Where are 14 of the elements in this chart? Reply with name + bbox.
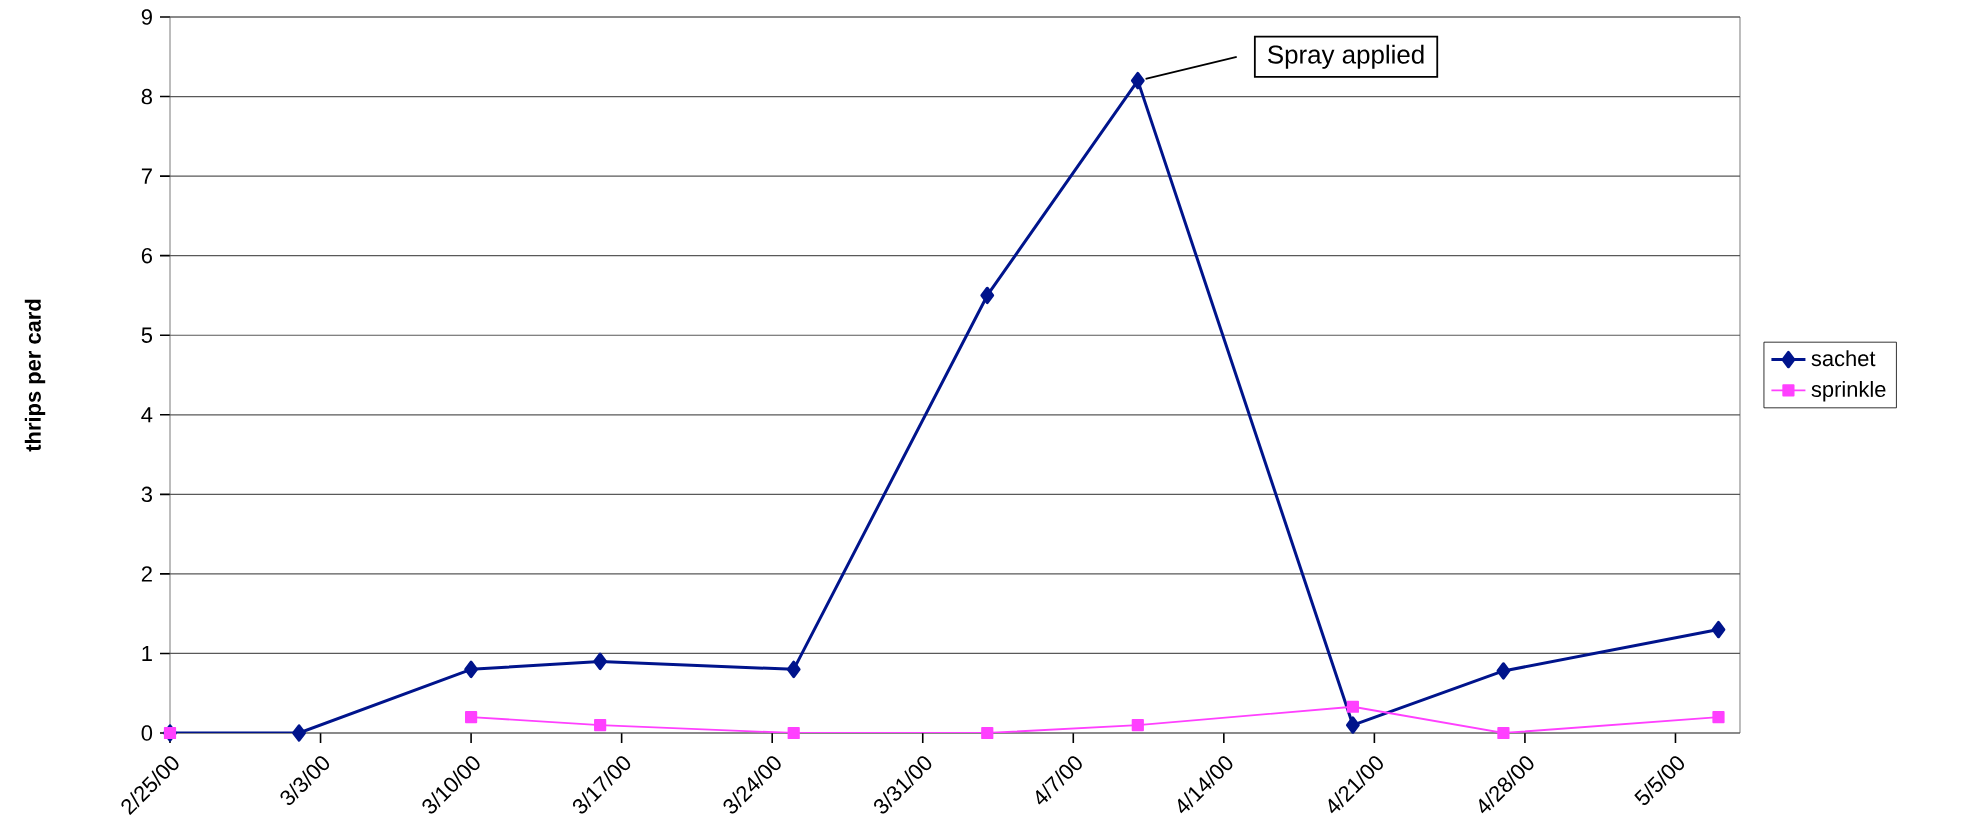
y-tick-label: 9 bbox=[141, 9, 152, 25]
y-tick-label: 2 bbox=[141, 566, 152, 582]
y-axis-title: thrips per card bbox=[24, 299, 46, 452]
y-tick-label: 4 bbox=[141, 407, 153, 423]
y-tick-label: 8 bbox=[141, 88, 152, 105]
y-tick-label: 3 bbox=[141, 486, 152, 502]
legend-label: sachet bbox=[1811, 349, 1876, 367]
y-tick-label: 6 bbox=[141, 247, 152, 264]
y-tick-label: 1 bbox=[142, 645, 152, 661]
y-tick-label: 5 bbox=[141, 327, 153, 343]
y-tick-label: 0 bbox=[141, 725, 153, 741]
legend-label: sprinkle bbox=[1811, 380, 1886, 402]
y-tick-label: 7 bbox=[141, 168, 152, 184]
annotation: Spray applied bbox=[1268, 44, 1424, 69]
